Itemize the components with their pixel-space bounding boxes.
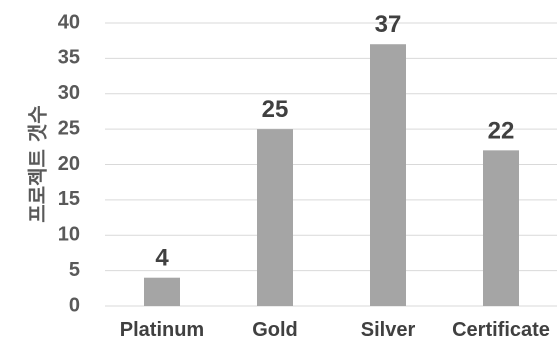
y-tick-label: 0 (69, 294, 80, 316)
data-label: 4 (155, 245, 169, 272)
bars (144, 44, 519, 306)
x-tick-label: Gold (252, 319, 298, 341)
bar-certificate (483, 150, 519, 306)
data-label: 37 (375, 11, 402, 38)
bar-platinum (144, 277, 180, 306)
x-tick-label: Silver (361, 319, 416, 341)
y-tick-label: 40 (58, 11, 80, 33)
data-label: 22 (488, 117, 515, 144)
x-tick-label: Certificate (452, 319, 550, 341)
y-tick-label: 10 (58, 224, 80, 246)
data-label: 25 (262, 96, 289, 123)
data-labels: 4 25 37 22 (155, 11, 514, 271)
y-axis-ticks: 0 5 10 15 20 25 30 35 40 (58, 11, 80, 316)
bar-silver (370, 44, 406, 306)
x-tick-label: Platinum (120, 319, 204, 341)
x-axis-ticks: Platinum Gold Silver Certificate (120, 319, 550, 341)
y-tick-label: 30 (58, 82, 80, 104)
y-tick-label: 20 (58, 153, 80, 175)
y-tick-label: 5 (69, 259, 80, 281)
bar-gold (257, 129, 293, 306)
y-tick-label: 15 (58, 188, 80, 210)
y-tick-label: 35 (58, 47, 80, 69)
y-axis-label: 프로젝트 갯수 (26, 105, 50, 222)
grid-lines (105, 22, 557, 307)
y-tick-label: 25 (58, 117, 80, 139)
